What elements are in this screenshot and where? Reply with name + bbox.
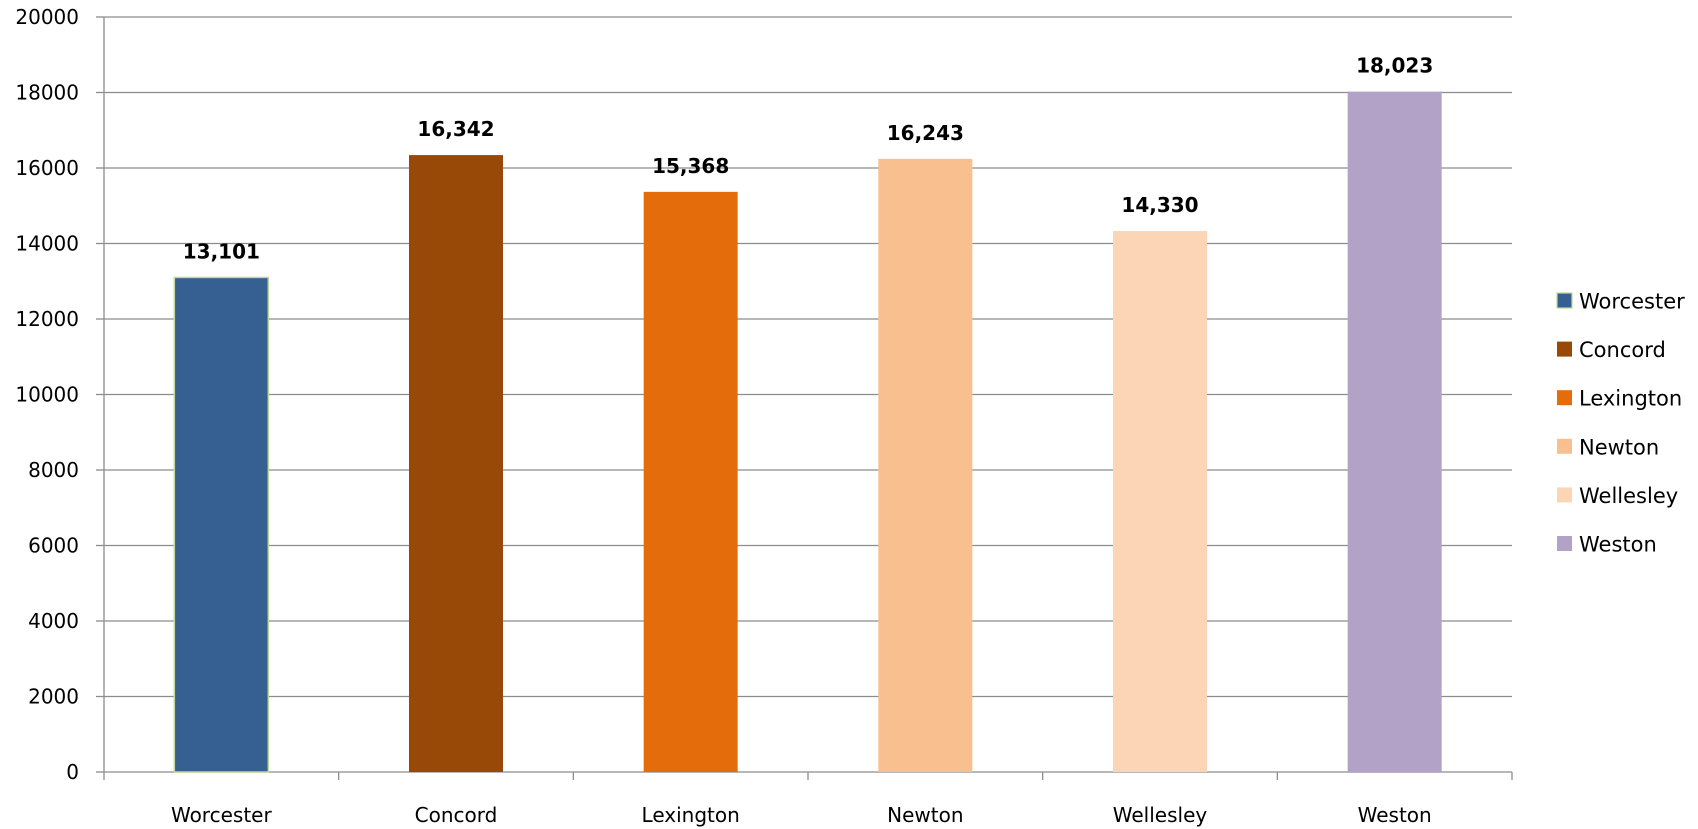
legend-entry: Weston	[1579, 533, 1657, 557]
x-tick-label: Worcester	[171, 803, 272, 827]
y-tick-label: 20000	[15, 5, 79, 29]
data-label: 16,243	[887, 121, 964, 145]
x-tick-label: Concord	[415, 803, 498, 827]
y-tick-label: 10000	[15, 383, 79, 407]
legend-swatch	[1557, 438, 1572, 454]
x-tick-label: Newton	[887, 803, 963, 827]
bar-newton	[878, 158, 973, 772]
legend-entry: Newton	[1579, 435, 1659, 459]
bar-wellesley	[1113, 231, 1207, 773]
legend-swatch	[1556, 292, 1573, 309]
y-tick-label: 8000	[28, 458, 79, 482]
y-tick-label: 0	[66, 760, 79, 784]
legend-entry: Worcester	[1579, 290, 1685, 314]
x-tick-label: Wellesley	[1113, 803, 1208, 827]
y-tick-label: 4000	[28, 609, 79, 633]
x-tick-label: Lexington	[642, 803, 740, 827]
data-label: 13,101	[183, 239, 260, 263]
bar-lexington	[643, 191, 738, 772]
legend-swatch	[1557, 536, 1572, 551]
bar-weston	[1347, 91, 1442, 772]
legend-swatch	[1557, 341, 1572, 357]
data-label: 14,330	[1121, 193, 1198, 217]
y-tick-label: 2000	[28, 685, 79, 709]
y-tick-label: 6000	[28, 534, 79, 558]
bar-concord	[409, 155, 503, 773]
y-tick-label: 16000	[15, 156, 79, 180]
y-tick-label: 12000	[15, 307, 79, 331]
legend-swatch	[1557, 487, 1572, 503]
legend-entry: Concord	[1579, 338, 1666, 362]
legend-entry: Wellesley	[1579, 484, 1678, 508]
x-tick-label: Weston	[1358, 803, 1432, 827]
bar-worcester	[173, 276, 270, 773]
y-tick-label: 18000	[15, 81, 79, 105]
y-tick-label: 14000	[15, 232, 79, 256]
legend-entry: Lexington	[1579, 387, 1682, 411]
legend-swatch	[1557, 390, 1572, 406]
data-label: 16,342	[417, 117, 494, 141]
data-label: 18,023	[1356, 54, 1433, 78]
data-label: 15,368	[652, 154, 729, 178]
